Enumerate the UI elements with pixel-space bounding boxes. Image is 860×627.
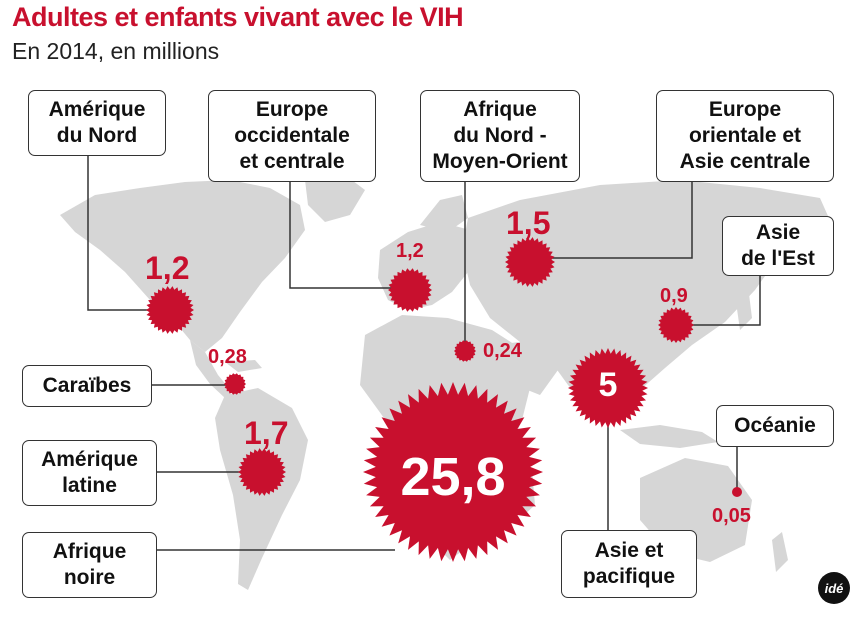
page-subtitle: En 2014, en millions bbox=[12, 38, 220, 64]
burst-amerique-du-nord bbox=[146, 286, 194, 334]
leader-lines bbox=[87, 155, 761, 551]
burst-amerique-latine bbox=[238, 448, 286, 496]
region-box-afrique-du-nord: Afrique du Nord - Moyen-Orient bbox=[420, 90, 580, 182]
page-title: Adultes et enfants vivant avec le VIH bbox=[12, 2, 464, 32]
value-europe-orientale: 1,5 bbox=[506, 205, 551, 241]
region-box-europe-occidentale: Europe occidentale et centrale bbox=[208, 90, 376, 182]
burst-caraibes bbox=[224, 373, 246, 395]
region-box-amerique-du-nord: Amérique du Nord bbox=[28, 90, 166, 156]
region-box-afrique-noire: Afrique noire bbox=[22, 532, 157, 598]
value-caraibes: 0,28 bbox=[208, 346, 247, 368]
value-oceanie: 0,05 bbox=[712, 505, 751, 527]
burst-asie-et-pacifique bbox=[568, 348, 648, 428]
value-amerique-latine: 1,7 bbox=[244, 415, 289, 451]
region-box-oceanie: Océanie bbox=[716, 405, 834, 447]
region-box-asie-et-pacifique: Asie et pacifique bbox=[561, 530, 697, 598]
value-europe-occidentale: 1,2 bbox=[396, 240, 424, 262]
value-asie-de-l-est: 0,9 bbox=[660, 285, 688, 307]
burst-europe-orientale bbox=[505, 237, 555, 287]
ide-logo: idé bbox=[818, 572, 850, 604]
value-afrique-noire: 25,8 bbox=[400, 447, 506, 507]
burst-europe-occidentale bbox=[388, 268, 432, 312]
burst-asie-de-l-est bbox=[658, 307, 694, 343]
region-box-amerique-latine: Amérique latine bbox=[22, 440, 157, 506]
burst-oceanie bbox=[732, 487, 742, 497]
burst-afrique-du-nord bbox=[454, 340, 476, 362]
burst-afrique-noire bbox=[363, 382, 543, 562]
value-amerique-du-nord: 1,2 bbox=[145, 250, 190, 286]
region-box-asie-de-l-est: Asie de l'Est bbox=[722, 216, 834, 276]
value-asie-et-pacifique: 5 bbox=[598, 366, 618, 404]
region-box-europe-orientale: Europe orientale et Asie centrale bbox=[656, 90, 834, 182]
bursts bbox=[146, 237, 742, 562]
region-box-caraibes: Caraïbes bbox=[22, 365, 152, 407]
value-afrique-du-nord: 0,24 bbox=[483, 340, 522, 362]
